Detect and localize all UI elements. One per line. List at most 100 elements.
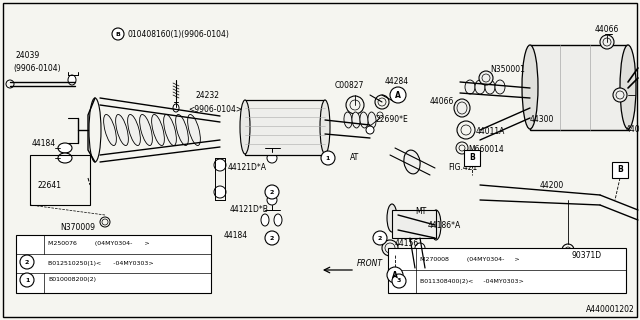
Ellipse shape <box>173 104 179 112</box>
Circle shape <box>112 28 124 40</box>
Text: B: B <box>469 154 475 163</box>
Ellipse shape <box>214 159 226 171</box>
Text: A: A <box>392 270 398 279</box>
Text: 44066: 44066 <box>430 98 454 107</box>
Text: FIG.421: FIG.421 <box>448 164 477 172</box>
Text: 90371D: 90371D <box>572 251 602 260</box>
Circle shape <box>20 255 34 269</box>
Text: 2: 2 <box>270 189 274 195</box>
Bar <box>530 45 628 130</box>
FancyBboxPatch shape <box>612 162 628 178</box>
Text: 44200: 44200 <box>540 180 564 189</box>
Text: A440001202: A440001202 <box>586 306 635 315</box>
Circle shape <box>321 151 335 165</box>
Ellipse shape <box>240 100 250 154</box>
Circle shape <box>392 274 406 288</box>
Ellipse shape <box>620 45 636 129</box>
Text: 22690*E: 22690*E <box>375 116 408 124</box>
Ellipse shape <box>600 35 614 49</box>
Text: C00827: C00827 <box>335 82 364 91</box>
Ellipse shape <box>360 112 368 128</box>
Ellipse shape <box>366 126 374 134</box>
Text: (9906-0104): (9906-0104) <box>13 63 61 73</box>
Bar <box>245 100 325 155</box>
Ellipse shape <box>58 153 72 163</box>
Text: FRONT: FRONT <box>357 260 383 268</box>
Text: B011308400(2)<     -04MY0303>: B011308400(2)< -04MY0303> <box>420 278 524 284</box>
Ellipse shape <box>267 153 277 163</box>
Ellipse shape <box>267 195 277 205</box>
Ellipse shape <box>382 240 398 256</box>
Text: B: B <box>116 31 120 36</box>
Ellipse shape <box>415 243 425 253</box>
Bar <box>392 210 436 238</box>
Ellipse shape <box>431 210 441 240</box>
Text: 44066: 44066 <box>595 26 620 35</box>
Circle shape <box>265 185 279 199</box>
Text: 24039: 24039 <box>16 52 40 60</box>
Text: 44121D*A: 44121D*A <box>228 164 267 172</box>
Ellipse shape <box>485 80 495 94</box>
Text: 1: 1 <box>326 156 330 161</box>
Ellipse shape <box>613 88 627 102</box>
Text: 2: 2 <box>378 236 382 241</box>
Ellipse shape <box>404 150 420 174</box>
Circle shape <box>387 267 403 283</box>
Ellipse shape <box>320 100 330 154</box>
Bar <box>388 248 626 293</box>
Ellipse shape <box>375 95 389 109</box>
Text: 3: 3 <box>397 278 401 284</box>
Circle shape <box>373 231 387 245</box>
Text: 44186*A: 44186*A <box>428 220 461 229</box>
Text: 44121D*B: 44121D*B <box>230 205 269 214</box>
Ellipse shape <box>68 75 76 85</box>
Ellipse shape <box>116 115 129 146</box>
Text: AT: AT <box>350 154 359 163</box>
Text: M270008         (04MY0304-     >: M270008 (04MY0304- > <box>420 257 520 261</box>
Ellipse shape <box>104 115 116 146</box>
Ellipse shape <box>495 80 505 94</box>
Text: M660014: M660014 <box>468 146 504 155</box>
Ellipse shape <box>457 121 475 139</box>
Ellipse shape <box>127 115 140 146</box>
Text: N350001: N350001 <box>490 66 525 75</box>
Ellipse shape <box>346 96 364 114</box>
Text: 44184: 44184 <box>32 140 56 148</box>
Text: B012510250(1)<      -04MY0303>: B012510250(1)< -04MY0303> <box>48 261 154 267</box>
Ellipse shape <box>344 112 352 128</box>
Text: <9906-0104>: <9906-0104> <box>188 106 242 115</box>
Ellipse shape <box>140 115 152 146</box>
Bar <box>30 155 90 205</box>
Ellipse shape <box>261 214 269 226</box>
Ellipse shape <box>475 80 485 94</box>
Text: 44184: 44184 <box>224 230 248 239</box>
Ellipse shape <box>368 112 376 128</box>
Text: MT: MT <box>415 207 426 217</box>
Circle shape <box>390 87 406 103</box>
Ellipse shape <box>188 115 200 146</box>
Text: N370009: N370009 <box>60 222 95 231</box>
Text: M250076         (04MY0304-      >: M250076 (04MY0304- > <box>48 242 150 246</box>
Text: 2: 2 <box>25 260 29 265</box>
Text: 44011A: 44011A <box>476 127 506 137</box>
Circle shape <box>20 273 34 287</box>
Text: 22641: 22641 <box>38 180 62 189</box>
Text: 44066: 44066 <box>626 125 640 134</box>
Text: 44284: 44284 <box>385 77 409 86</box>
Ellipse shape <box>352 112 360 128</box>
Ellipse shape <box>175 115 188 146</box>
Ellipse shape <box>164 115 177 146</box>
Ellipse shape <box>214 186 226 198</box>
Ellipse shape <box>58 143 72 153</box>
Ellipse shape <box>387 204 397 232</box>
Text: 44300: 44300 <box>530 116 554 124</box>
Bar <box>16 235 211 293</box>
FancyBboxPatch shape <box>464 150 480 166</box>
Ellipse shape <box>454 99 470 117</box>
Ellipse shape <box>274 214 282 226</box>
Ellipse shape <box>152 115 164 146</box>
Text: 010408160(1)(9906-0104): 010408160(1)(9906-0104) <box>127 29 229 38</box>
Ellipse shape <box>465 80 475 94</box>
Text: B010008200(2): B010008200(2) <box>48 277 96 283</box>
Ellipse shape <box>522 45 538 129</box>
